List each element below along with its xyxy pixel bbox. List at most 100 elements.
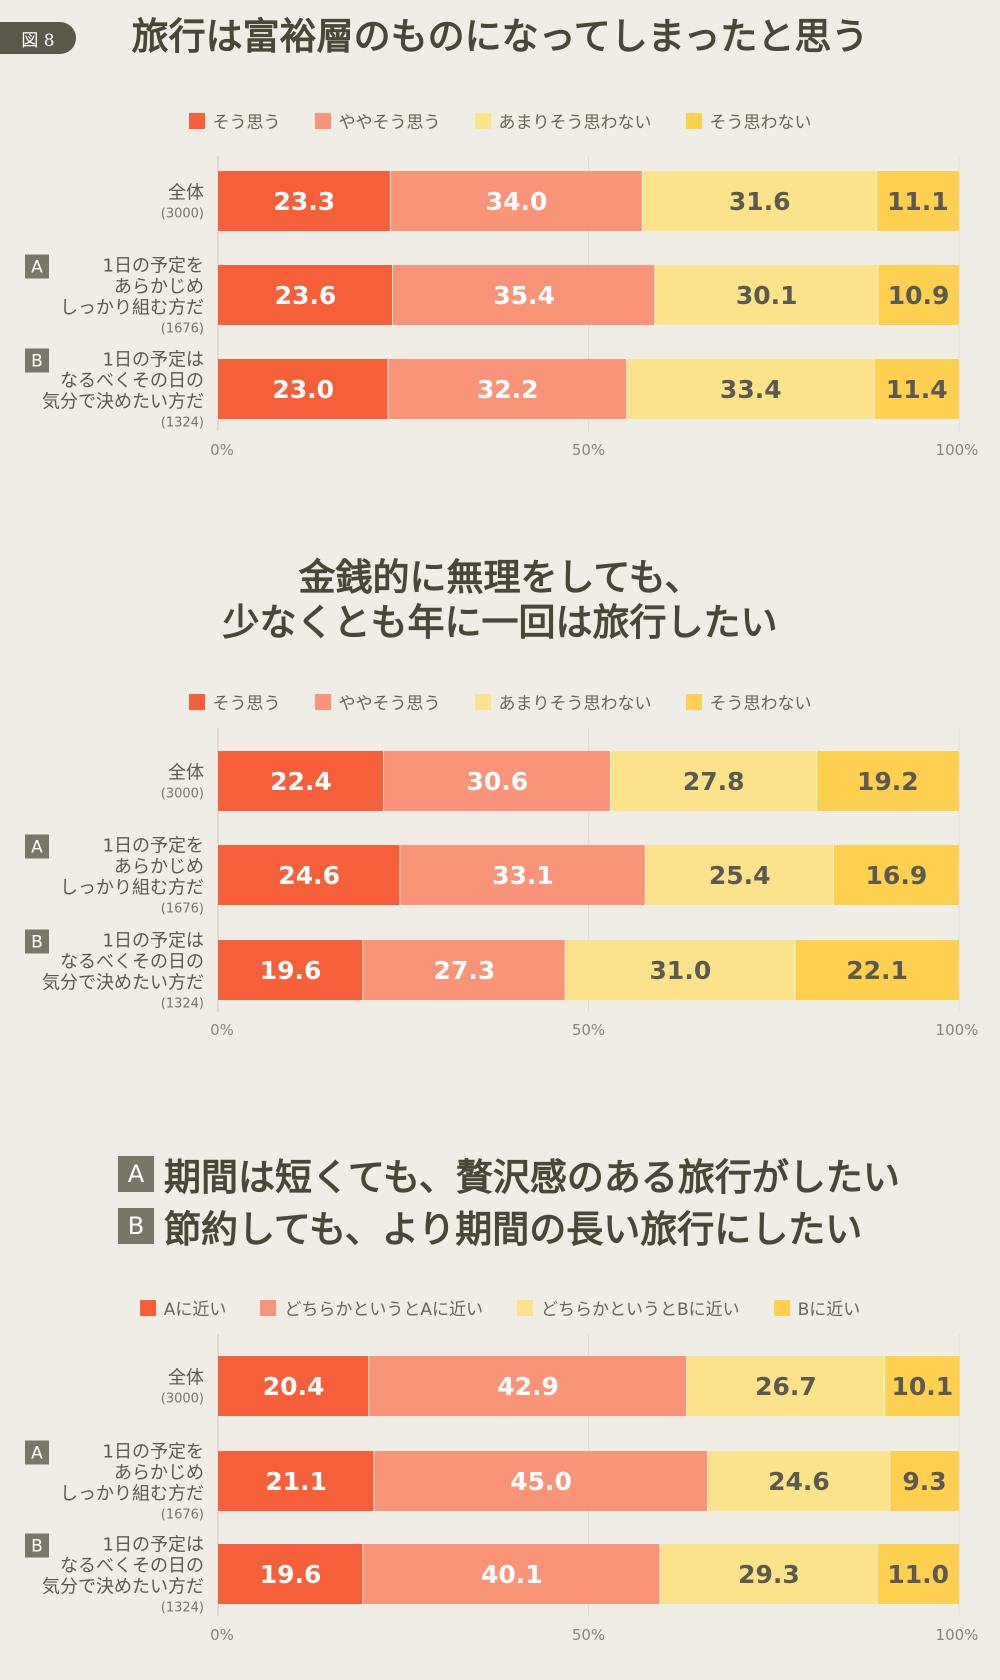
row-sample-size: (1324) (161, 1601, 204, 1616)
bar-segment (833, 845, 959, 905)
data-label: 33.4 (720, 375, 782, 404)
bar-segment (390, 171, 643, 231)
legend-item: どちらかというとAに近い (260, 1295, 483, 1320)
row-badge-icon (25, 348, 49, 373)
data-label: 22.4 (270, 767, 332, 796)
row-label: 気分で決めたい方だ (42, 973, 204, 994)
data-label: 10.9 (888, 281, 950, 310)
x-tick-label: 100% (936, 1021, 979, 1039)
row-label: 1日の予定を (103, 256, 204, 277)
data-label: 11.1 (887, 187, 949, 216)
bar-segment (218, 359, 389, 419)
bar-segment (218, 265, 393, 325)
bar-segment (363, 1544, 661, 1604)
row-label: しっかり組む方だ (60, 298, 204, 319)
legend-swatch (685, 693, 702, 710)
data-label: 23.0 (272, 375, 334, 404)
row-sample-size: (1676) (161, 1508, 204, 1523)
chart2-legend: そう思う ややそう思う あまりそう思わない そう思わない (0, 689, 1000, 714)
bar-segment (218, 940, 364, 1000)
row-label: 気分で決めたい方だ (42, 1577, 204, 1598)
legend-item: そう思わない (685, 108, 812, 133)
legend-item: ややそう思う (314, 108, 441, 133)
legend-swatch (188, 693, 205, 710)
row-label: 1日の予定は (103, 1535, 204, 1556)
legend-item: そう思わない (685, 689, 812, 714)
legend-label: そう思う (212, 694, 281, 714)
data-label: 35.4 (493, 281, 555, 310)
data-label: 31.0 (650, 956, 712, 985)
row-label: なるべくその日の (60, 952, 204, 973)
legend-item: そう思う (188, 108, 281, 133)
legend-item: Bに近い (773, 1295, 861, 1320)
bar-segment (218, 1451, 375, 1511)
badge-a-icon: A (118, 1156, 154, 1192)
data-label: 11.0 (887, 1560, 949, 1589)
x-tick-label: 0% (210, 441, 234, 459)
data-label: 40.1 (481, 1560, 543, 1589)
legend-label: あまりそう思わない (498, 113, 652, 133)
legend-label: そう思う (212, 113, 281, 133)
row-sample-size: (1676) (161, 902, 204, 917)
bar-segment (383, 751, 611, 811)
data-label: 45.0 (510, 1467, 572, 1496)
legend-label: そう思わない (709, 694, 812, 714)
data-label: 34.0 (486, 187, 548, 216)
legend-label: そう思わない (709, 113, 812, 133)
row-label: なるべくその日の (60, 1556, 204, 1577)
row-label: 1日の予定は (103, 350, 204, 371)
row-label: 気分で決めたい方だ (42, 392, 204, 413)
row-label: あらかじめ (114, 1463, 204, 1484)
bar-segment (392, 265, 656, 325)
data-label: 31.6 (729, 187, 791, 216)
chart1-legend: そう思う ややそう思う あまりそう思わない そう思わない (0, 108, 1000, 133)
chart3-title: A 期間は短くても、贅沢感のある旅行がしたい B 節約しても、より期間の長い旅行… (118, 1148, 900, 1252)
chart3-title-a-text: 期間は短くても、贅沢感のある旅行がしたい (164, 1156, 900, 1199)
legend-item: そう思う (188, 689, 281, 714)
data-label: 24.6 (768, 1467, 830, 1496)
data-label: 19.6 (260, 1560, 322, 1589)
data-label: 19.6 (260, 956, 322, 985)
row-badge-icon (25, 929, 49, 954)
data-label: 20.4 (263, 1372, 325, 1401)
bar-segment (795, 940, 959, 1000)
data-label: 19.2 (857, 767, 919, 796)
bar-segment (218, 845, 401, 905)
data-label: 21.1 (265, 1467, 327, 1496)
data-label: 9.3 (902, 1467, 946, 1496)
x-tick-label: 0% (210, 1021, 234, 1039)
row-label: 1日の予定は (103, 931, 204, 952)
row-label: なるべくその日の (60, 371, 204, 392)
legend-label: どちらかというとAに近い (284, 1300, 483, 1320)
bar-segment (655, 265, 879, 325)
legend-label: Bに近い (797, 1300, 861, 1320)
row-label: 全体 (168, 763, 204, 784)
legend-swatch (188, 112, 205, 129)
row-label: あらかじめ (114, 857, 204, 878)
bar-segment (369, 1356, 688, 1416)
legend-swatch (314, 693, 331, 710)
chart3-title-a: A 期間は短くても、贅沢感のある旅行がしたい (118, 1148, 900, 1200)
data-label: 30.1 (736, 281, 798, 310)
data-label: 26.7 (755, 1372, 817, 1401)
row-label: あらかじめ (114, 277, 204, 298)
bar-segment (874, 359, 959, 419)
bar-segment (642, 171, 877, 231)
chart1-title: 旅行は富裕層のものになってしまったと思う (131, 15, 869, 58)
legend-label: ややそう思う (338, 694, 441, 714)
row-badge-label: B (31, 1537, 43, 1557)
figure-label: 図 8 (0, 22, 76, 54)
data-label: 33.1 (492, 861, 554, 890)
bar-segment (400, 845, 646, 905)
row-badge-label: B (31, 933, 43, 953)
legend-label: ややそう思う (338, 113, 441, 133)
row-label: 1日の予定を (103, 836, 204, 857)
bar-segment (890, 1451, 959, 1511)
bar-segment (876, 171, 959, 231)
chart3-title-b-text: 節約しても、より期間の長い旅行にしたい (164, 1208, 863, 1251)
badge-b-icon: B (118, 1208, 154, 1244)
row-badge-label: A (31, 838, 43, 858)
legend-swatch (516, 1299, 533, 1316)
row-sample-size: (1676) (161, 322, 204, 337)
row-sample-size: (3000) (161, 1392, 204, 1407)
